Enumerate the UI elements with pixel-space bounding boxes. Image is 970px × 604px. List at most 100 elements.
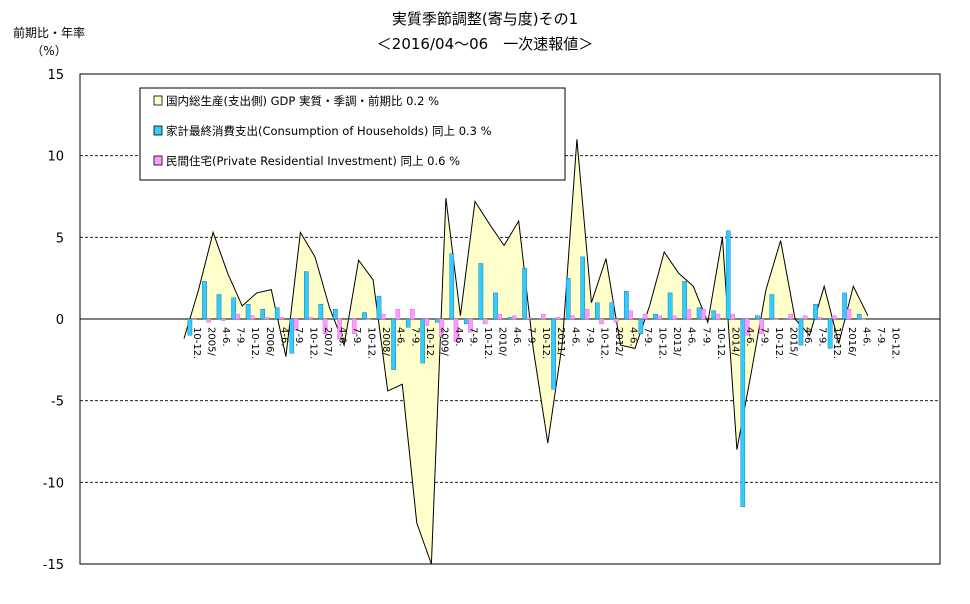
x-tick-label: 7-9. bbox=[235, 327, 246, 347]
x-tick-label: 4-6. bbox=[860, 327, 871, 347]
bar-households bbox=[449, 253, 455, 320]
x-tick-label: 2014/ bbox=[729, 327, 740, 356]
bar-residential bbox=[279, 317, 284, 320]
bar-residential bbox=[613, 318, 619, 323]
bar-households bbox=[231, 297, 236, 320]
x-tick-label: 4-6. bbox=[395, 327, 406, 347]
x-tick-label: 7-9. bbox=[526, 327, 537, 347]
bar-residential bbox=[744, 318, 750, 336]
y-tick-label: -5 bbox=[51, 395, 64, 410]
legend-swatch bbox=[153, 95, 163, 106]
y-tick-label: -10 bbox=[43, 476, 64, 491]
bar-households bbox=[478, 263, 484, 320]
bar-residential bbox=[759, 318, 764, 334]
x-tick-label: 10-12. bbox=[657, 327, 668, 359]
bar-households bbox=[304, 271, 309, 320]
bar-households bbox=[638, 318, 644, 334]
bar-households bbox=[376, 295, 382, 320]
x-tick-label: 7-9. bbox=[293, 327, 304, 347]
bar-households bbox=[580, 256, 585, 320]
bar-residential bbox=[817, 317, 822, 320]
bar-households bbox=[682, 281, 687, 320]
x-tick-label: 7-9. bbox=[409, 327, 420, 347]
bar-households bbox=[653, 313, 658, 320]
bar-households bbox=[318, 304, 324, 320]
bar-residential bbox=[730, 313, 735, 320]
x-tick-label: 4-6. bbox=[569, 327, 580, 347]
x-tick-label: 2015/ bbox=[788, 327, 799, 356]
bar-households bbox=[696, 307, 702, 320]
bar-households bbox=[784, 318, 789, 320]
bar-households bbox=[362, 312, 367, 320]
bar-households bbox=[493, 292, 498, 320]
bar-households bbox=[274, 307, 280, 320]
bar-residential bbox=[453, 318, 459, 343]
y-tick-label: 0 bbox=[56, 313, 64, 328]
x-tick-label: 2008/ bbox=[380, 327, 391, 356]
x-tick-label: 2016/ bbox=[846, 327, 857, 356]
bar-residential bbox=[541, 313, 546, 320]
legend-label: 国内総生産(支出側) GDP 実質・季調・前期比 0.2 % bbox=[166, 94, 439, 108]
legend-label: 民間住宅(Private Residential Investment) 同上 … bbox=[166, 154, 460, 168]
bar-residential bbox=[439, 318, 444, 338]
x-tick-label: 10-12. bbox=[191, 327, 202, 359]
bar-households bbox=[856, 313, 862, 320]
bar-residential bbox=[599, 318, 604, 325]
x-tick-label: 10-12. bbox=[598, 327, 609, 359]
bar-households bbox=[260, 309, 266, 320]
bar-households bbox=[813, 304, 818, 320]
x-tick-label: 10-12. bbox=[715, 327, 726, 359]
bar-residential bbox=[395, 309, 401, 320]
x-tick-label: 10-12. bbox=[249, 327, 260, 359]
legend-box bbox=[139, 87, 566, 181]
bar-households bbox=[333, 309, 338, 320]
bar-residential bbox=[628, 310, 633, 320]
bar-households bbox=[289, 318, 295, 354]
chart-title: 実質季節調整(寄与度)その1 bbox=[391, 10, 579, 28]
bar-residential bbox=[497, 313, 503, 320]
bar-residential bbox=[380, 313, 386, 320]
y-tick-label: 10 bbox=[47, 150, 64, 165]
y-tick-label: 15 bbox=[47, 68, 64, 83]
bar-households bbox=[595, 302, 600, 320]
y-tick-label: 5 bbox=[56, 231, 64, 246]
bar-residential bbox=[424, 318, 430, 326]
x-tick-label: 4-6. bbox=[511, 327, 522, 347]
bar-households bbox=[740, 318, 746, 508]
x-tick-label: 10-12. bbox=[831, 327, 842, 359]
bar-residential bbox=[570, 315, 575, 320]
x-tick-label: 10-12. bbox=[540, 327, 551, 359]
bar-residential bbox=[526, 317, 532, 320]
bar-households bbox=[245, 304, 251, 320]
bar-households bbox=[187, 318, 193, 336]
bar-residential bbox=[584, 309, 590, 320]
bar-residential bbox=[468, 318, 473, 333]
bar-residential bbox=[293, 318, 299, 331]
x-tick-label: 2009/ bbox=[438, 327, 449, 356]
bar-households bbox=[827, 318, 833, 349]
bar-residential bbox=[511, 315, 517, 320]
bar-residential bbox=[846, 309, 852, 320]
x-tick-label: 7-9. bbox=[351, 327, 362, 347]
bar-residential bbox=[701, 309, 706, 320]
bar-residential bbox=[264, 317, 270, 320]
x-tick-label: 10-12. bbox=[366, 327, 377, 359]
bar-residential bbox=[206, 318, 212, 323]
x-tick-label: 2007/ bbox=[322, 327, 333, 356]
legend-swatch bbox=[153, 125, 163, 136]
bar-households bbox=[551, 318, 556, 390]
bar-residential bbox=[322, 318, 328, 334]
bar-residential bbox=[642, 313, 648, 320]
x-tick-label: 4-6. bbox=[220, 327, 231, 347]
bar-households bbox=[405, 318, 411, 328]
bar-households bbox=[725, 230, 731, 320]
bar-residential bbox=[715, 313, 721, 320]
bar-residential bbox=[832, 315, 837, 320]
bar-residential bbox=[410, 309, 415, 320]
bar-residential bbox=[686, 309, 692, 320]
x-tick-label: 4-6. bbox=[337, 327, 348, 347]
bar-households bbox=[842, 292, 847, 320]
bar-residential bbox=[788, 313, 793, 320]
chart-subtitle: ＜2016/04～06 一次速報値＞ bbox=[376, 35, 594, 53]
x-tick-label: 2011/ bbox=[555, 327, 566, 356]
